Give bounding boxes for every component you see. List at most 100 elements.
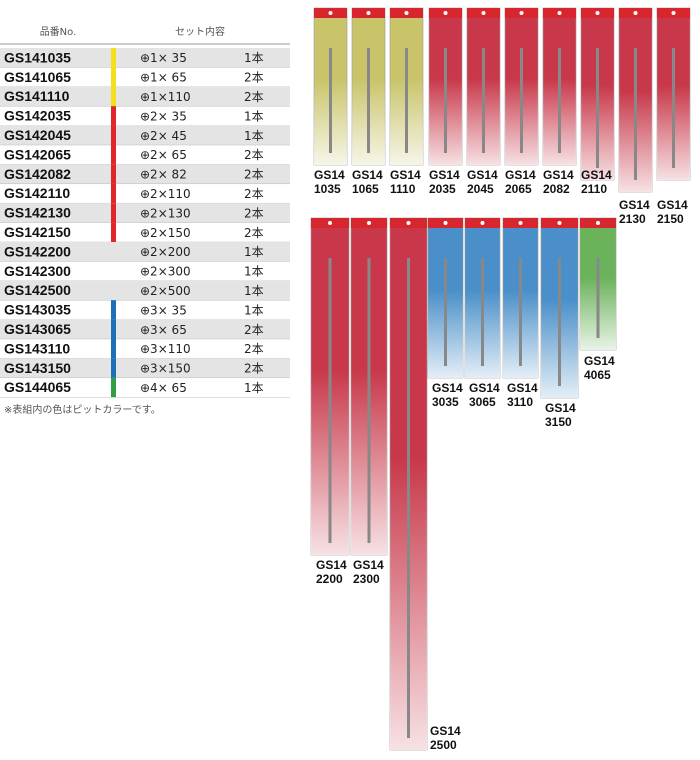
product-label: 2500 [430,738,457,752]
bit-color [111,319,116,339]
product-label: 1035 [314,182,341,196]
product-label: GS14 [469,381,500,395]
spec: ⊕1× 65 [140,71,187,85]
row-shade [0,203,290,223]
code: GS143150 [4,360,71,376]
hang-hole [404,11,409,15]
hang-hole [328,221,332,225]
spec: ⊕2×110 [140,187,191,201]
product-label: GS14 [316,558,347,572]
qty: 2本 [244,187,264,201]
code: GS142200 [4,243,71,259]
code: GS141110 [4,88,70,104]
code: GS142065 [4,146,71,162]
spec: ⊕4× 65 [140,381,187,395]
product-label: 2130 [619,212,646,226]
hang-hole [518,221,523,225]
spec: ⊕2×200 [140,245,191,259]
product-label: GS14 [657,198,688,212]
hang-hole [519,11,524,15]
product-label: GS14 [505,168,536,182]
qty: 1本 [244,381,264,395]
product-label: 2035 [429,182,456,196]
spec: ⊕3×110 [140,342,191,356]
spec: ⊕2× 45 [140,129,187,143]
product-label: 4065 [584,368,611,382]
hang-hole [633,11,638,15]
product-label: 2065 [505,182,532,196]
product-label: 2300 [353,572,380,586]
product-label: 2045 [467,182,494,196]
bit-color [111,67,116,87]
qty: 2本 [244,323,264,337]
product-label: GS14 [619,198,650,212]
product-label: GS14 [545,401,576,415]
hang-hole [557,221,562,225]
hang-hole [596,221,600,225]
product-label: 1110 [390,182,416,196]
qty: 1本 [244,51,264,65]
product-label: GS14 [581,168,612,182]
qty: 2本 [244,342,264,356]
bit-color [111,164,116,184]
code: GS142150 [4,224,71,240]
bit-color [111,377,116,398]
code: GS142110 [4,185,70,201]
product-label: GS14 [429,168,460,182]
product-label: 2200 [316,572,343,586]
qty: 1本 [244,303,264,317]
qty: 1本 [244,284,264,298]
code: GS141065 [4,69,71,85]
spec: ⊕1× 35 [140,51,187,65]
product-label: GS14 [584,354,615,368]
hang-hole [366,11,371,15]
qty: 2本 [244,148,264,162]
code: GS143035 [4,302,71,318]
hang-hole [328,11,333,15]
product-label: GS14 [543,168,574,182]
code: GS142500 [4,282,71,298]
spec: ⊕2×500 [140,284,191,298]
bit-color [111,183,116,204]
hang-hole [595,11,600,15]
spec: ⊕2× 82 [140,168,187,182]
row-shade [0,280,290,301]
qty: 1本 [244,245,264,259]
product-label: 3110 [507,395,533,409]
hang-hole [443,221,448,225]
qty: 2本 [244,206,264,220]
qty: 2本 [244,226,264,240]
product-label: 3065 [469,395,496,409]
qty: 2本 [244,168,264,182]
product-label: GS14 [467,168,498,182]
bit-color [111,222,116,242]
hang-hole [480,221,485,225]
spec: ⊕3× 35 [140,303,187,317]
qty: 2本 [244,90,264,104]
code: GS142045 [4,127,71,143]
code: GS143110 [4,340,70,356]
row-shade [0,242,290,262]
bit-color [111,86,116,107]
code: GS141035 [4,49,71,65]
spec: ⊕2×130 [140,206,191,220]
bit-color [111,48,116,68]
hang-hole [481,11,486,15]
spec: ⊕2×300 [140,265,191,279]
code: GS142300 [4,263,71,279]
spec: ⊕3× 65 [140,323,187,337]
product-label: GS14 [507,381,538,395]
bit-color [111,125,116,145]
product-label: GS14 [352,168,383,182]
qty: 2本 [244,71,264,85]
product-label: 1065 [352,182,379,196]
bit-color [111,358,116,378]
code: GS142130 [4,205,71,221]
spec: ⊕3×150 [140,362,191,376]
note: ※表組内の色はピットカラーです。 [4,403,161,416]
hang-hole [406,221,411,225]
product-label: 3150 [545,415,572,429]
bit-color [111,106,116,126]
hang-hole [443,11,448,15]
bit-color [111,300,116,320]
